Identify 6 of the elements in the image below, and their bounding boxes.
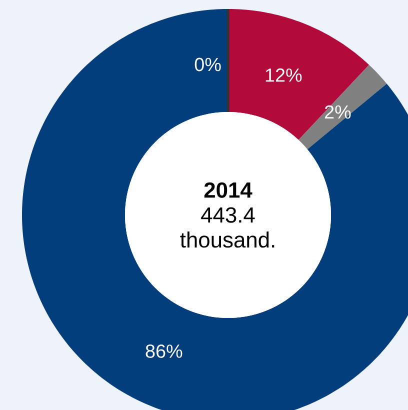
text: 2014	[204, 182, 252, 198]
data-label: 86%	[146, 344, 182, 358]
text: 443.4 thousand.	[180, 207, 274, 248]
data-label: 12%	[266, 68, 302, 82]
text: 0%	[194, 58, 221, 72]
data-label: 2%	[324, 105, 351, 119]
